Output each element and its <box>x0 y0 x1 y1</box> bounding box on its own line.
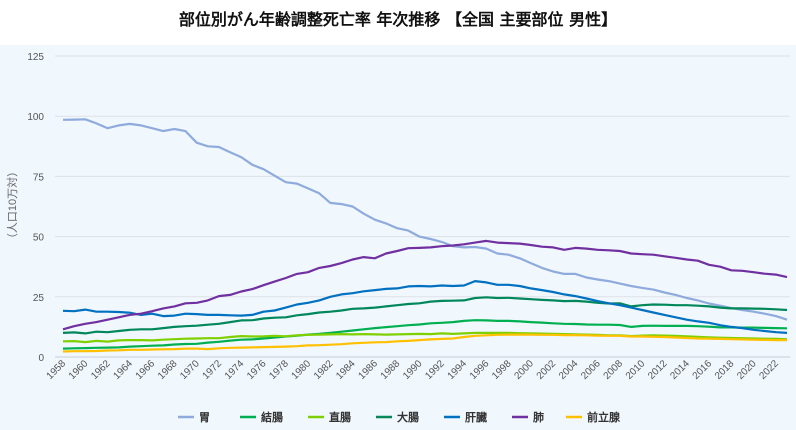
legend-label: 前立腺 <box>587 410 621 424</box>
chart-background <box>0 45 796 430</box>
series-line-結腸 <box>62 319 788 350</box>
y-tick-label: 50 <box>33 233 45 244</box>
legend-label: 胃 <box>199 411 210 424</box>
y-tick-label: 125 <box>27 52 44 63</box>
series-line-肝臓 <box>62 280 788 334</box>
y-tick-label: 25 <box>33 293 45 304</box>
y-axis-label: （人口10万対） <box>5 166 19 244</box>
y-tick-label: 0 <box>38 353 44 364</box>
series-line-肺 <box>62 239 788 331</box>
legend-label: 大腸 <box>397 410 419 424</box>
series-line-前立腺 <box>62 333 787 353</box>
y-tick-label: 100 <box>27 112 44 123</box>
series-line-胃 <box>62 118 788 321</box>
y-tick-label: 75 <box>33 172 45 183</box>
series-line-大腸 <box>62 296 788 335</box>
legend-label: 肝臓 <box>465 410 487 424</box>
series-line-直腸 <box>62 331 788 344</box>
legend-label: 結腸 <box>261 410 283 424</box>
chart-title: 部位別がん年齢調整死亡率 年次推移 【全国 主要部位 男性】 <box>178 10 618 29</box>
legend-label: 直腸 <box>329 410 351 424</box>
legend-label: 肺 <box>533 410 544 424</box>
